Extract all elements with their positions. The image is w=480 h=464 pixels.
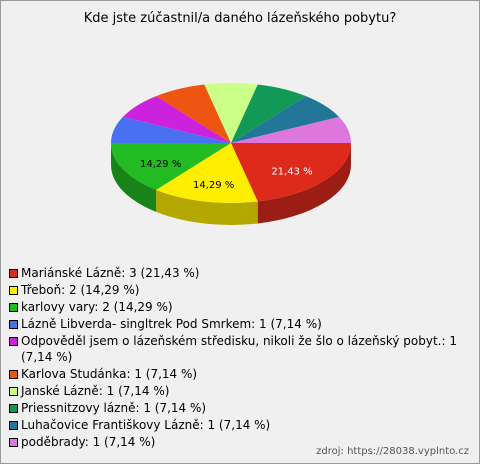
legend-swatch xyxy=(9,337,18,346)
legend-item: poděbrady: 1 (7,14 %) xyxy=(9,434,469,450)
legend-label: Priessnitzovy lázně: 1 (7,14 %) xyxy=(21,401,207,415)
legend-label: Lázně Libverda- singltrek Pod Smrkem: 1 … xyxy=(21,317,322,331)
legend-swatch xyxy=(9,269,18,278)
legend-item: Janské Lázně: 1 (7,14 %) xyxy=(9,383,469,399)
legend-swatch xyxy=(9,286,18,295)
legend-label: Mariánské Lázně: 3 (21,43 %) xyxy=(21,266,200,280)
legend-swatch xyxy=(9,320,18,329)
slice xyxy=(156,84,231,143)
source: zdroj: https://28038.vyplnto.cz xyxy=(316,446,469,457)
legend: Mariánské Lázně: 3 (21,43 %) Třeboň: 2 (1… xyxy=(9,265,469,451)
legend-item: Mariánské Lázně: 3 (21,43 %) xyxy=(9,265,469,281)
slice xyxy=(111,116,231,143)
legend-item: Třeboň: 2 (14,29 %) xyxy=(9,282,469,298)
legend-swatch xyxy=(9,370,18,379)
legend-label: Třeboň: 2 (14,29 %) xyxy=(21,283,140,297)
slice xyxy=(231,96,340,143)
legend-label: Karlova Studánka: 1 (7,14 %) xyxy=(21,367,198,381)
slice-side xyxy=(111,143,157,212)
legend-item: Odpověděl jsem o lázeňském středisku, ni… xyxy=(9,333,469,365)
data-label: 21,43 % xyxy=(271,166,312,177)
data-label: 14,29 % xyxy=(193,180,234,191)
legend-item: Lázně Libverda- singltrek Pod Smrkem: 1 … xyxy=(9,316,469,332)
slice xyxy=(204,83,258,143)
legend-swatch xyxy=(9,404,18,413)
slice xyxy=(122,96,231,143)
legend-label: karlovy vary: 2 (14,29 %) xyxy=(21,300,173,314)
data-label: 14,29 % xyxy=(140,159,181,170)
slice xyxy=(111,142,231,190)
slice-side xyxy=(156,189,258,225)
pie-area: 21,43 % 14,29 % 14,29 % xyxy=(111,83,351,225)
slice xyxy=(231,116,351,143)
slice xyxy=(231,84,306,143)
legend-label: Janské Lázně: 1 (7,14 %) xyxy=(21,384,170,398)
legend-item: Karlova Studánka: 1 (7,14 %) xyxy=(9,366,469,382)
legend-swatch xyxy=(9,421,18,430)
legend-item: Priessnitzovy lázně: 1 (7,14 %) xyxy=(9,400,469,416)
legend-label: poděbrady: 1 (7,14 %) xyxy=(21,435,156,449)
legend-item: karlovy vary: 2 (14,29 %) xyxy=(9,299,469,315)
legend-swatch xyxy=(9,303,18,312)
slice-side xyxy=(257,143,351,224)
legend-swatch xyxy=(9,387,18,396)
legend-item: Luhačovice Františkovy Lázně: 1 (7,14 %) xyxy=(9,417,469,433)
legend-label: Odpověděl jsem o lázeňském středisku, ni… xyxy=(21,334,457,364)
slice xyxy=(156,143,258,203)
legend-swatch xyxy=(9,438,18,447)
slice xyxy=(231,143,351,202)
legend-label: Luhačovice Františkovy Lázně: 1 (7,14 %) xyxy=(21,418,271,432)
chart-title: Kde jste zúčastnil/a daného lázeňského p… xyxy=(83,11,397,26)
